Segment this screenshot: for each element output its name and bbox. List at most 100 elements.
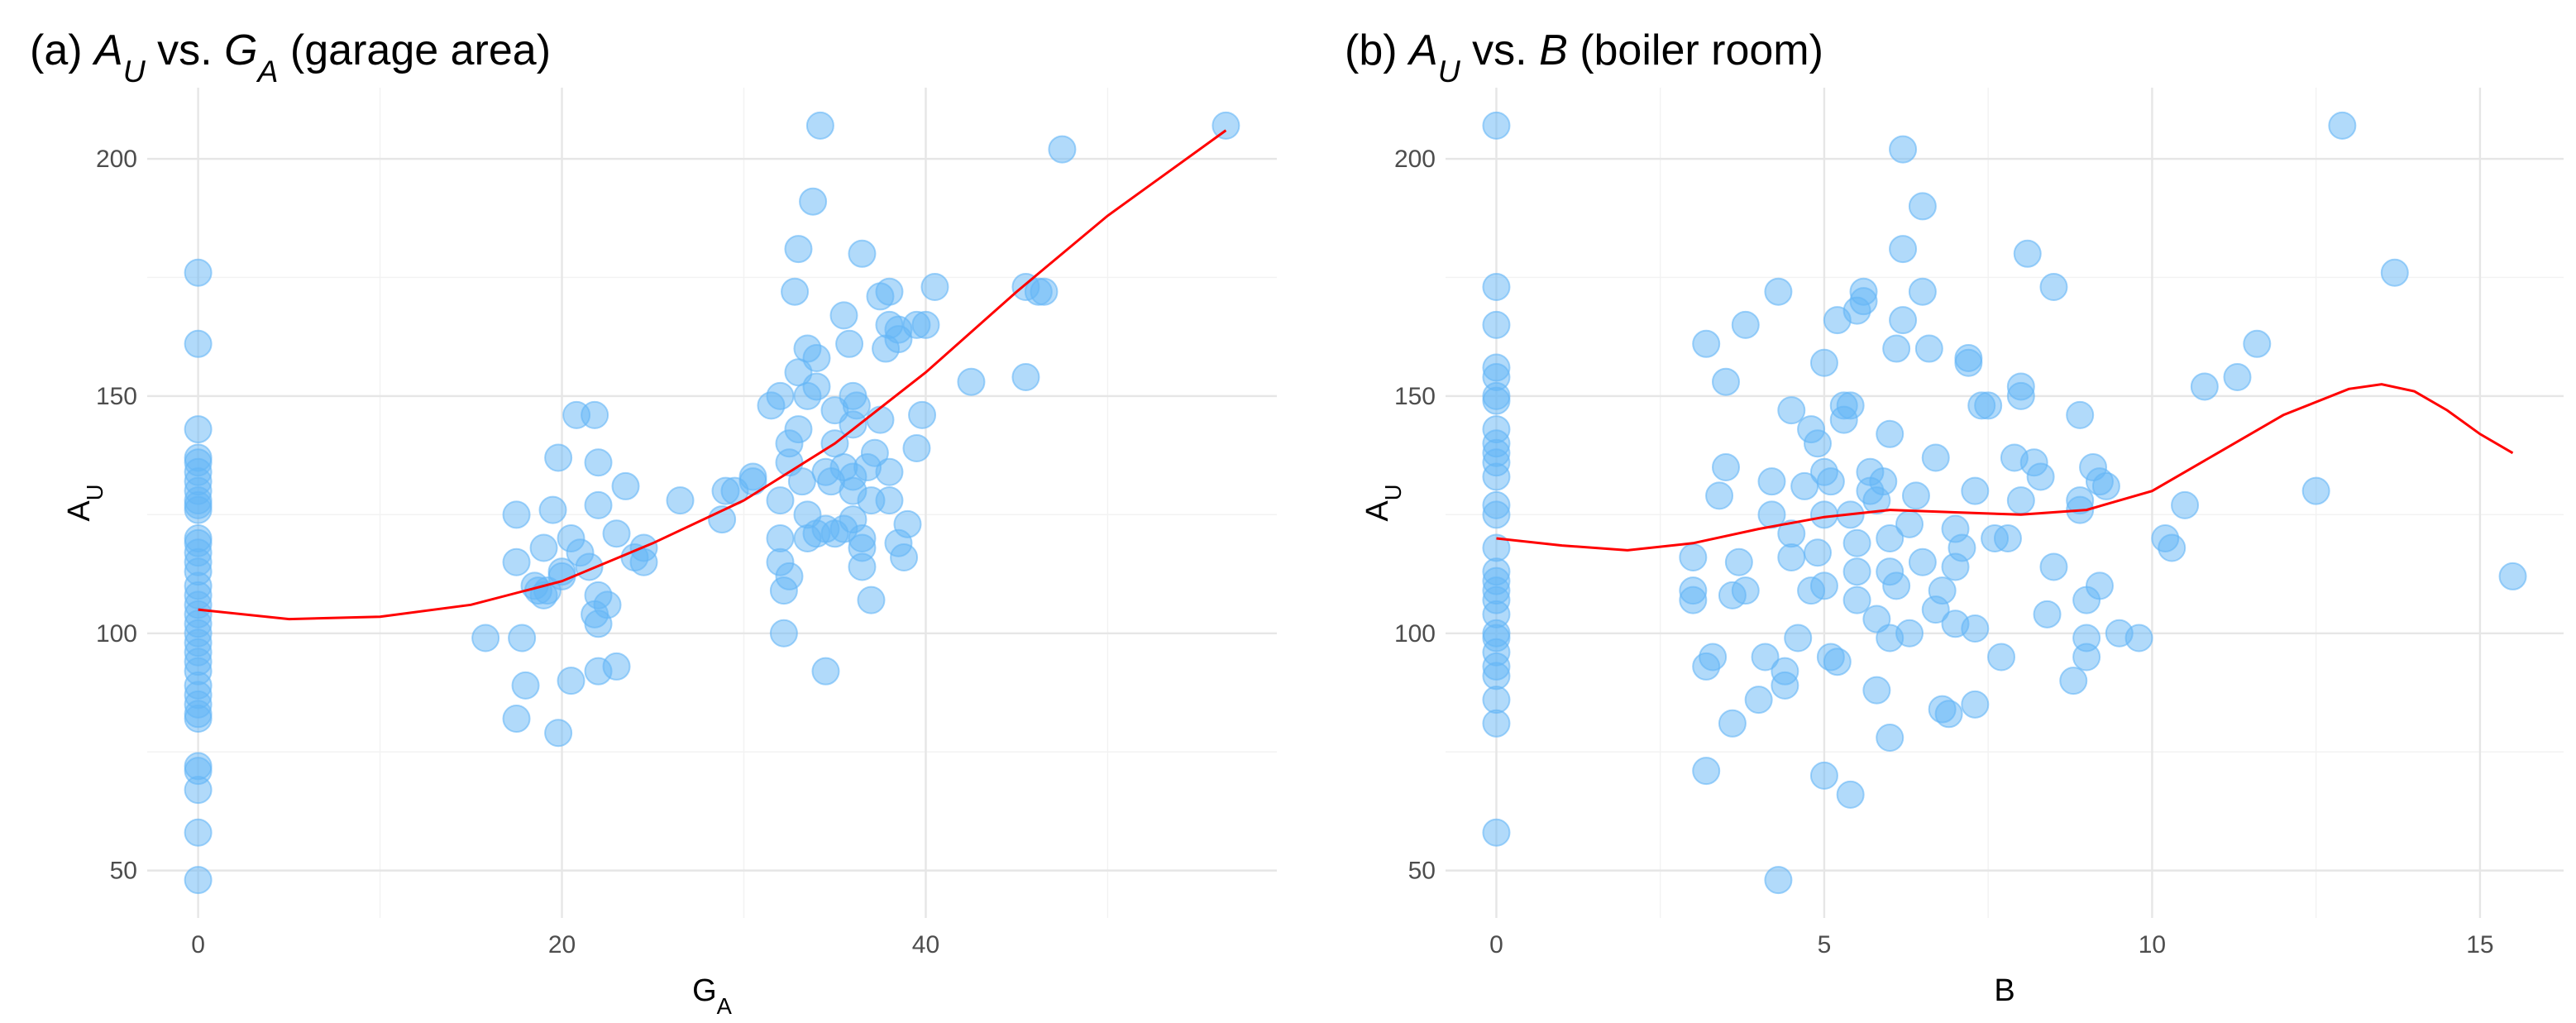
y-tick-label: 150	[96, 383, 137, 410]
point	[1987, 643, 2016, 672]
point	[1030, 277, 1059, 306]
x-tick-label: 0	[1489, 931, 1503, 958]
point	[529, 533, 558, 562]
y-axis-label: AU	[62, 484, 108, 521]
point	[502, 547, 531, 576]
point	[2328, 111, 2357, 140]
point	[1823, 648, 1852, 676]
point	[1482, 818, 1511, 847]
point	[1889, 135, 1918, 164]
point	[1705, 481, 1734, 510]
point	[1711, 367, 1740, 396]
point	[811, 657, 840, 686]
point	[584, 490, 613, 519]
point	[502, 705, 531, 734]
point	[775, 562, 804, 590]
point	[908, 400, 937, 429]
point	[1901, 481, 1930, 510]
text-part: A	[717, 993, 733, 1019]
point	[1679, 543, 1708, 571]
point	[1757, 500, 1786, 529]
y-axis-label: AU	[1360, 484, 1406, 521]
point	[1011, 362, 1040, 391]
point	[1692, 329, 1721, 358]
point	[1869, 467, 1898, 496]
point	[2026, 462, 2055, 491]
point	[766, 524, 795, 553]
y-tick-label: 100	[1394, 620, 1436, 648]
point	[1908, 192, 1937, 221]
point	[2091, 471, 2120, 500]
text-part: A	[1360, 500, 1395, 522]
point	[1482, 462, 1511, 491]
point	[890, 543, 919, 571]
point	[835, 329, 864, 358]
point	[611, 471, 640, 500]
point	[1777, 396, 1806, 425]
point	[781, 277, 810, 306]
point	[802, 344, 831, 373]
point	[502, 500, 531, 529]
point	[1921, 443, 1950, 472]
point	[1836, 391, 1865, 420]
point	[1876, 419, 1905, 448]
text-part: B	[1539, 26, 1568, 74]
text-part: (garage area)	[278, 26, 551, 74]
point	[738, 467, 767, 496]
point	[1482, 386, 1511, 415]
point	[184, 329, 213, 358]
text-part: U	[1438, 54, 1461, 88]
point	[184, 866, 213, 895]
y-tick-label: 50	[1408, 858, 1436, 885]
point	[2013, 239, 2042, 268]
point	[875, 457, 904, 486]
point	[1679, 586, 1708, 614]
point	[1764, 866, 1793, 895]
text-part: A	[62, 500, 97, 522]
point	[1212, 111, 1240, 140]
point	[911, 310, 940, 339]
point	[860, 438, 889, 467]
point	[1849, 287, 1878, 316]
panel-title: (a) AU vs. GA (garage area)	[30, 26, 551, 88]
point	[1974, 391, 2003, 420]
point	[2243, 329, 2272, 358]
x-tick-label: 20	[548, 931, 576, 958]
point	[848, 239, 877, 268]
point	[1731, 576, 1760, 605]
point	[1744, 686, 1773, 715]
point	[1842, 557, 1871, 586]
point	[2380, 258, 2409, 287]
point	[1876, 524, 1905, 553]
point	[538, 495, 567, 524]
point	[1895, 619, 1924, 648]
text-part: A	[1407, 26, 1438, 74]
point	[1908, 277, 1937, 306]
point	[1876, 723, 1905, 752]
point	[1889, 235, 1918, 264]
point	[866, 405, 895, 434]
x-tick-label: 40	[912, 931, 939, 958]
point	[957, 367, 986, 396]
point	[2124, 624, 2153, 653]
point	[893, 509, 922, 538]
point	[769, 619, 798, 648]
point	[1482, 272, 1511, 301]
text-part: A	[256, 54, 279, 88]
point	[1895, 509, 1924, 538]
text-part: A	[92, 26, 123, 74]
point	[1928, 576, 1957, 605]
text-part: (a)	[30, 26, 94, 74]
point	[802, 519, 831, 548]
point	[1711, 452, 1740, 481]
point	[1934, 700, 1963, 729]
point	[1699, 643, 1728, 672]
point	[508, 624, 537, 653]
point	[2301, 476, 2330, 505]
point	[802, 372, 831, 401]
point	[2171, 490, 2200, 519]
point	[1804, 429, 1833, 458]
point	[1836, 780, 1865, 809]
point	[1482, 662, 1511, 691]
